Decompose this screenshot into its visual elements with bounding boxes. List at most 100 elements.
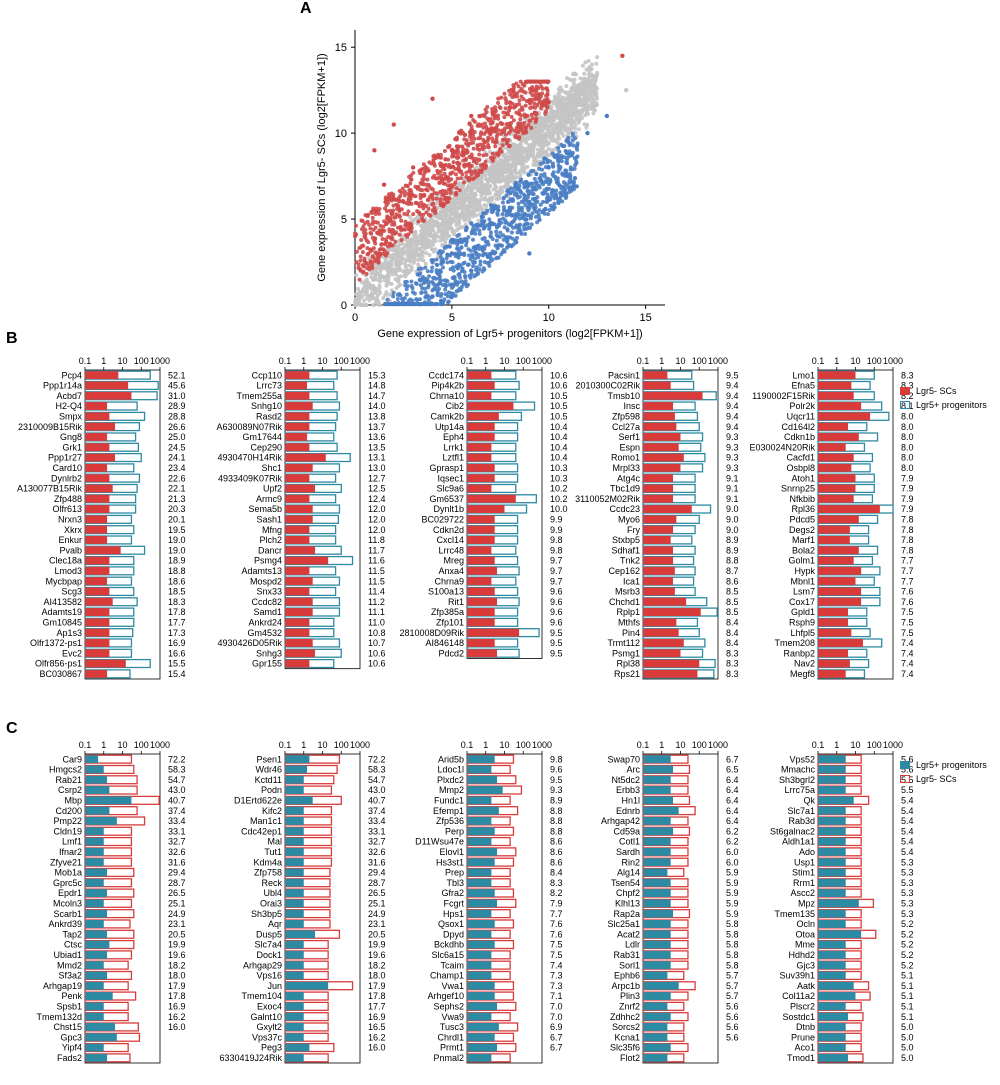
scatter-point [573,176,577,180]
filled-bar [818,670,846,678]
scatter-point [527,200,531,204]
filled-bar [85,858,104,866]
gene-label: Tap2 [62,929,82,939]
fold-label: 8.0 [901,442,914,452]
fold-label: 24.9 [168,909,186,919]
scatter-point [434,277,438,281]
scatter-point [422,258,426,262]
scatter-point [494,230,498,234]
axis-tick-label: 1000 [150,356,170,366]
scatter-point [435,263,439,267]
gene-label: Lmod3 [54,566,82,576]
gene-label: 2010300C02Rik [575,381,640,391]
axis-tick-label: 10 [317,740,327,750]
axis-tick-label: 10 [850,356,860,366]
scatter-point [477,181,481,185]
filled-bar [643,495,673,503]
scatter-point [485,261,489,265]
fold-label: 19.9 [168,940,186,950]
scatter-point [457,262,461,266]
gene-label: Efna5 [791,381,815,391]
filled-bar [467,766,491,774]
scatter-point [528,101,532,105]
scatter-point [469,190,473,194]
scatter-point [593,94,597,98]
axis-tick-label: 1000 [708,356,728,366]
gene-label: Zfp758 [254,868,282,878]
scatter-point [477,198,481,202]
filled-bar [285,598,313,606]
filled-bar [85,1044,104,1052]
scatter-point [524,114,528,118]
gene-label: Rsph9 [789,618,815,628]
gene-label: 4933409K07Rik [218,473,283,483]
scatter-point [366,252,370,256]
scatter-point [428,245,432,249]
scatter-point [556,133,560,137]
filled-bar [643,392,703,400]
axis-tick-label: 100 [692,356,707,366]
scatter-point [495,239,499,243]
scatter-point [492,169,496,173]
fold-label: 22.6 [168,473,186,483]
filled-bar [643,598,686,606]
scatter-point [500,244,504,248]
scatter-point [441,266,445,270]
scatter-point [559,99,563,103]
scatter-point [364,280,368,284]
axis-tick-label: 100 [134,740,149,750]
axis-tick-label: 0.1 [79,356,92,366]
scatter-point [529,214,533,218]
scatter-point [473,232,477,236]
fold-label: 20.1 [168,515,186,525]
scatter-point [423,266,427,270]
scatter-point [407,202,411,206]
scatter-point [553,95,557,99]
scatter-point [396,244,400,248]
scatter-point [446,294,450,298]
scatter-point [400,238,404,242]
scatter-point [403,193,407,197]
filled-bar [85,505,109,513]
scatter-point [541,87,545,91]
scatter-point [359,238,363,242]
scatter-point [547,165,551,169]
scatter-point [510,230,514,234]
scatter-point [396,266,400,270]
scatter-point [439,262,443,266]
scatter-point [410,238,414,242]
y-tick-label: 15 [335,42,347,54]
scatter-point [473,192,477,196]
scatter-point [405,280,409,284]
scatter-point [477,267,481,271]
scatter-point [467,262,471,266]
scatter-point [362,234,366,238]
scatter-point [519,190,523,194]
gene-label: Snhg3 [256,648,282,658]
scatter-point [578,90,582,94]
scatter-point [364,262,368,266]
scatter-point [530,154,534,158]
filled-bar [467,433,495,441]
scatter-point [416,272,420,276]
fold-label: 29.4 [168,868,186,878]
scatter-point [504,213,508,217]
gene-label: Mob1a [54,868,82,878]
scatter-point [485,209,489,213]
filled-bar [643,649,681,657]
fold-label: 7.4 [901,669,914,679]
scatter-point [470,128,474,132]
fold-label: 18.9 [168,556,186,566]
scatter-point [422,174,426,178]
x-tick-label: 5 [449,312,455,324]
scatter-point [466,283,470,287]
scatter-point [414,201,418,205]
gene-label: Cdkn1b [784,432,815,442]
filled-bar [85,557,109,565]
fold-label: 8.0 [901,422,914,432]
filled-bar [85,817,117,825]
scatter-point [357,263,361,267]
scatter-point [506,200,510,204]
scatter-point [471,141,475,145]
filled-bar [467,454,491,462]
